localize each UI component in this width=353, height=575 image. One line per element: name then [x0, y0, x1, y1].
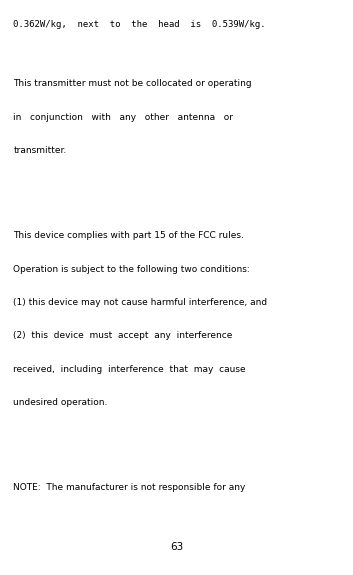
Text: 63: 63 [170, 542, 183, 553]
Text: This transmitter must not be collocated or operating: This transmitter must not be collocated … [13, 79, 252, 89]
Text: in   conjunction   with   any   other   antenna   or: in conjunction with any other antenna or [13, 113, 233, 122]
Text: received,  including  interference  that  may  cause: received, including interference that ma… [13, 365, 246, 374]
Text: (2)  this  device  must  accept  any  interference: (2) this device must accept any interfer… [13, 331, 233, 340]
Text: 0.362W/kg,  next  to  the  head  is  0.539W/kg.: 0.362W/kg, next to the head is 0.539W/kg… [13, 20, 266, 29]
Text: Operation is subject to the following two conditions:: Operation is subject to the following tw… [13, 264, 250, 274]
Text: This device complies with part 15 of the FCC rules.: This device complies with part 15 of the… [13, 231, 244, 240]
Text: NOTE:  The manufacturer is not responsible for any: NOTE: The manufacturer is not responsibl… [13, 483, 246, 492]
Text: (1) this device may not cause harmful interference, and: (1) this device may not cause harmful in… [13, 298, 268, 307]
Text: transmitter.: transmitter. [13, 146, 67, 155]
Text: undesired operation.: undesired operation. [13, 398, 108, 407]
